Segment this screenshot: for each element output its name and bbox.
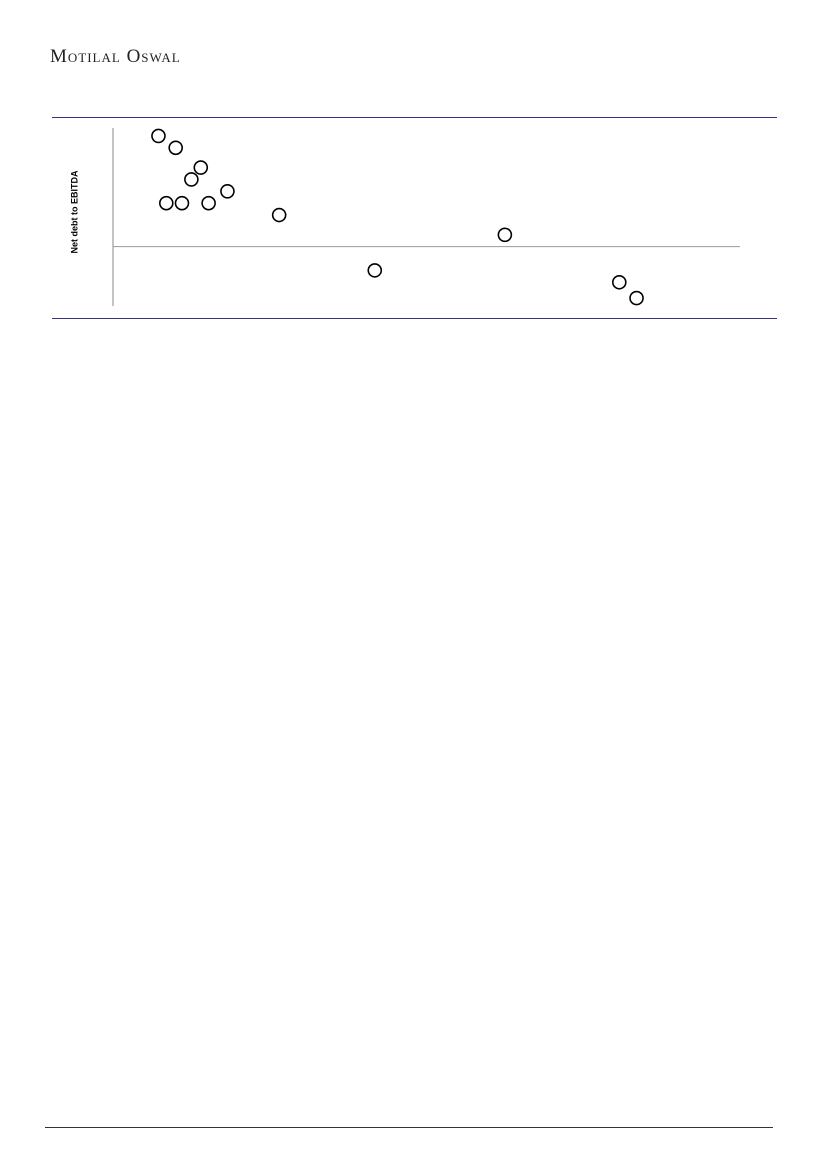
y-axis-label: Net debt to EBITDA <box>69 170 79 253</box>
point <box>184 172 199 187</box>
point <box>612 274 627 290</box>
chart: Net debt to EBITDA <box>69 128 740 306</box>
point <box>158 195 174 211</box>
point <box>497 227 513 243</box>
point <box>201 195 216 211</box>
point <box>174 195 190 211</box>
point <box>220 183 235 199</box>
point <box>193 160 209 175</box>
top-rule <box>52 117 777 118</box>
point <box>151 128 166 144</box>
point <box>629 290 644 306</box>
footer-rule <box>45 1127 773 1128</box>
point <box>168 140 183 156</box>
brand: Motilal Oswal <box>50 46 181 67</box>
bottom-rule <box>52 318 777 319</box>
point <box>367 263 383 278</box>
point <box>271 207 287 223</box>
